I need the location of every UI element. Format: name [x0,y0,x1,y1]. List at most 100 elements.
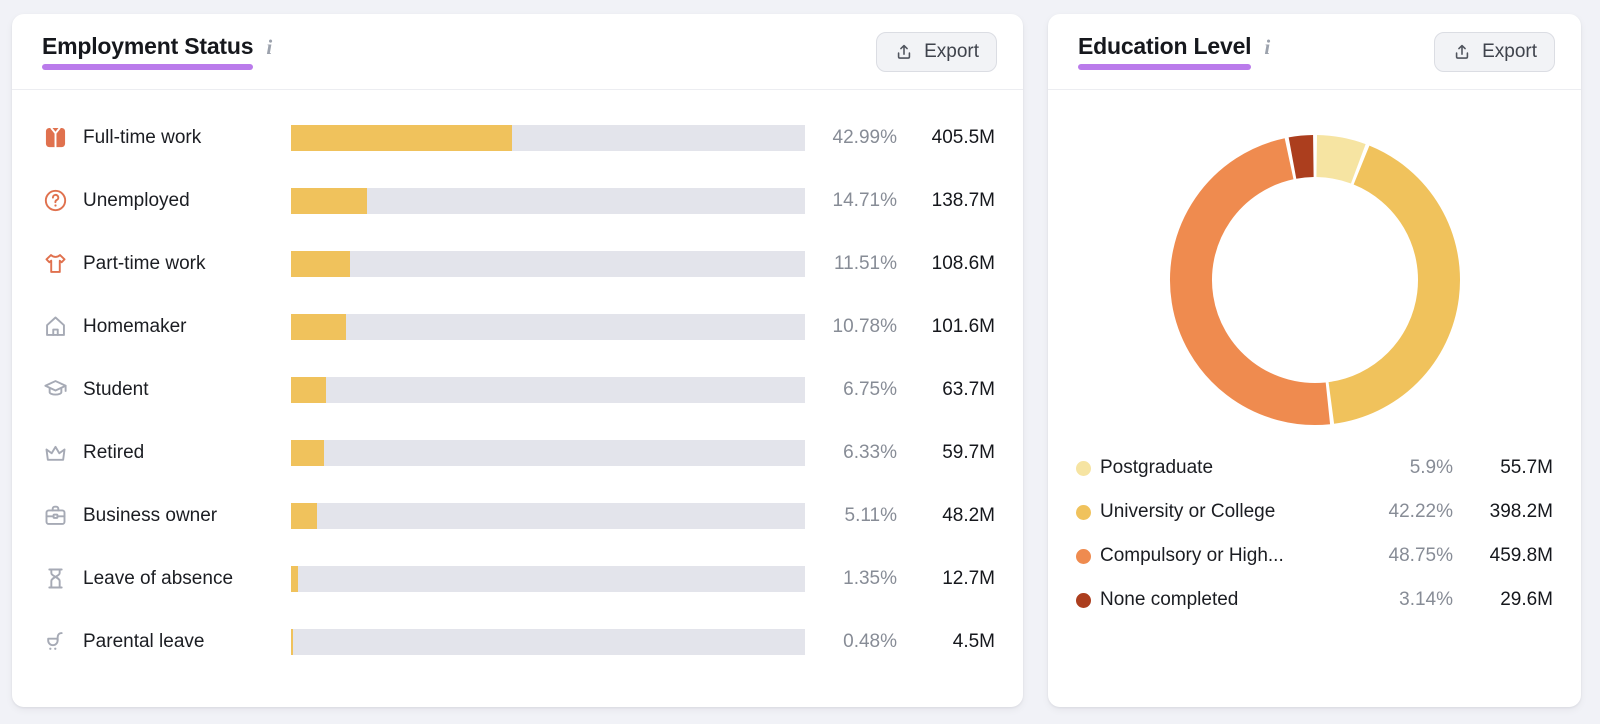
employment-bar-fill [291,565,298,592]
employment-title-col: Employment Status [42,32,254,71]
employment-row: Business owner 5.11% 48.2M [12,484,1023,547]
employment-row-percent: 0.48% [843,630,897,652]
legend-value: 29.6M [1500,589,1553,610]
employment-row-percent: 11.51% [833,252,897,274]
info-icon[interactable]: i [1264,34,1271,59]
legend-label: University or College [1100,501,1276,522]
employment-row-percent: 42.99% [832,126,897,148]
legend-value: 55.7M [1500,457,1553,478]
employment-bar-fill [291,250,351,277]
employment-row: Student 6.75% 63.7M [12,358,1023,421]
legend-value: 398.2M [1489,501,1553,522]
employment-row-value: 12.7M [942,567,995,589]
employment-row: Part-time work 11.51% 108.6M [12,232,1023,295]
employment-bar-fill [291,376,326,403]
legend-color-dot [1076,460,1091,476]
legend-row: None completed 3.14% 29.6M [1048,578,1581,622]
legend-color-dot [1076,592,1091,608]
suit-icon [42,124,69,151]
employment-row-label: Retired [83,441,145,463]
education-title-group: Education Level i [1078,32,1271,71]
employment-row-value: 63.7M [942,378,995,400]
legend-value: 459.8M [1489,545,1553,566]
employment-row-percent: 1.35% [843,567,897,589]
employment-row-value: 108.6M [931,252,995,274]
employment-bar-track [291,439,805,466]
graduation-cap-icon [42,376,69,403]
legend-row: Compulsory or High... 48.75% 459.8M [1048,534,1581,578]
legend-percent: 48.75% [1388,545,1453,566]
employment-row-label: Business owner [83,504,218,526]
employment-bar-track [291,376,805,403]
employment-row-percent: 6.75% [843,378,897,400]
employment-row-value: 59.7M [942,441,995,463]
donut-segment [1169,138,1330,425]
employment-bar-track [291,565,805,592]
export-button-label: Export [924,40,979,62]
employment-row-label: Unemployed [83,189,190,211]
employment-row-percent: 14.71% [832,189,897,211]
employment-row-label: Homemaker [83,315,187,337]
employment-row-value: 405.5M [931,126,995,148]
legend-row: Postgraduate 5.9% 55.7M [1048,446,1581,490]
education-card-header: Education Level i Export [1048,14,1581,90]
upload-icon [1452,42,1472,62]
legend-label: Compulsory or High... [1100,545,1284,566]
employment-bar-fill [291,313,347,340]
employment-row: Leave of absence 1.35% 12.7M [12,547,1023,610]
employment-bar-track [291,628,805,655]
info-icon[interactable]: i [266,34,273,59]
employment-row-value: 48.2M [942,504,995,526]
export-button[interactable]: Export [1434,31,1555,72]
employment-bar-fill [291,628,294,655]
export-button-label: Export [1482,40,1537,62]
employment-bar-track [291,250,805,277]
education-level-card: Education Level i Export Postgraduate 5.9… [1048,14,1581,707]
legend-row: University or College 42.22% 398.2M [1048,490,1581,534]
employment-row: Unemployed 14.71% 138.7M [12,169,1023,232]
employment-row-label: Student [83,378,149,400]
employment-bar-track [291,124,805,151]
education-card-title: Education Level [1078,32,1252,59]
legend-percent: 42.22% [1388,501,1453,522]
question-circle-icon [42,187,69,214]
house-icon [42,313,69,340]
tshirt-icon [42,250,69,277]
employment-row-value: 4.5M [952,630,995,652]
employment-row-value: 101.6M [931,315,995,337]
legend-color-dot [1076,548,1091,564]
employment-bar-fill [291,124,512,151]
legend-label: Postgraduate [1100,457,1214,478]
education-title-col: Education Level [1078,32,1252,71]
employment-row: Homemaker 10.78% 101.6M [12,295,1023,358]
employment-card-header: Employment Status i Export [12,14,1023,90]
stroller-icon [42,628,69,655]
employment-row-label: Part-time work [83,252,206,274]
employment-row-value: 138.7M [931,189,995,211]
employment-row-label: Full-time work [83,126,202,148]
legend-color-dot [1076,504,1091,520]
employment-row-percent: 5.11% [844,504,897,526]
employment-row: Parental leave 0.48% 4.5M [12,610,1023,673]
crown-icon [42,439,69,466]
employment-row-label: Parental leave [83,630,205,652]
employment-row: Retired 6.33% 59.7M [12,421,1023,484]
legend-label: None completed [1100,589,1239,610]
employment-bar-fill [291,439,324,466]
title-accent-underline [42,64,254,71]
export-button[interactable]: Export [876,31,997,72]
employment-card-title: Employment Status [42,32,254,59]
employment-row-label: Leave of absence [83,567,234,589]
donut-segment [1327,145,1460,424]
employment-bar-fill [291,187,367,214]
employment-bar-track [291,313,805,340]
employment-status-card: Employment Status i Export Full-time wor… [12,14,1023,707]
legend-percent: 3.14% [1399,589,1453,610]
employment-row: Full-time work 42.99% 405.5M [12,106,1023,169]
donut-segment [1315,135,1366,184]
legend-percent: 5.9% [1409,457,1453,478]
employment-row-percent: 6.33% [843,441,897,463]
education-legend: Postgraduate 5.9% 55.7M University or Colle… [1048,446,1581,622]
employment-bar-fill [291,502,318,529]
title-accent-underline [1078,64,1252,71]
